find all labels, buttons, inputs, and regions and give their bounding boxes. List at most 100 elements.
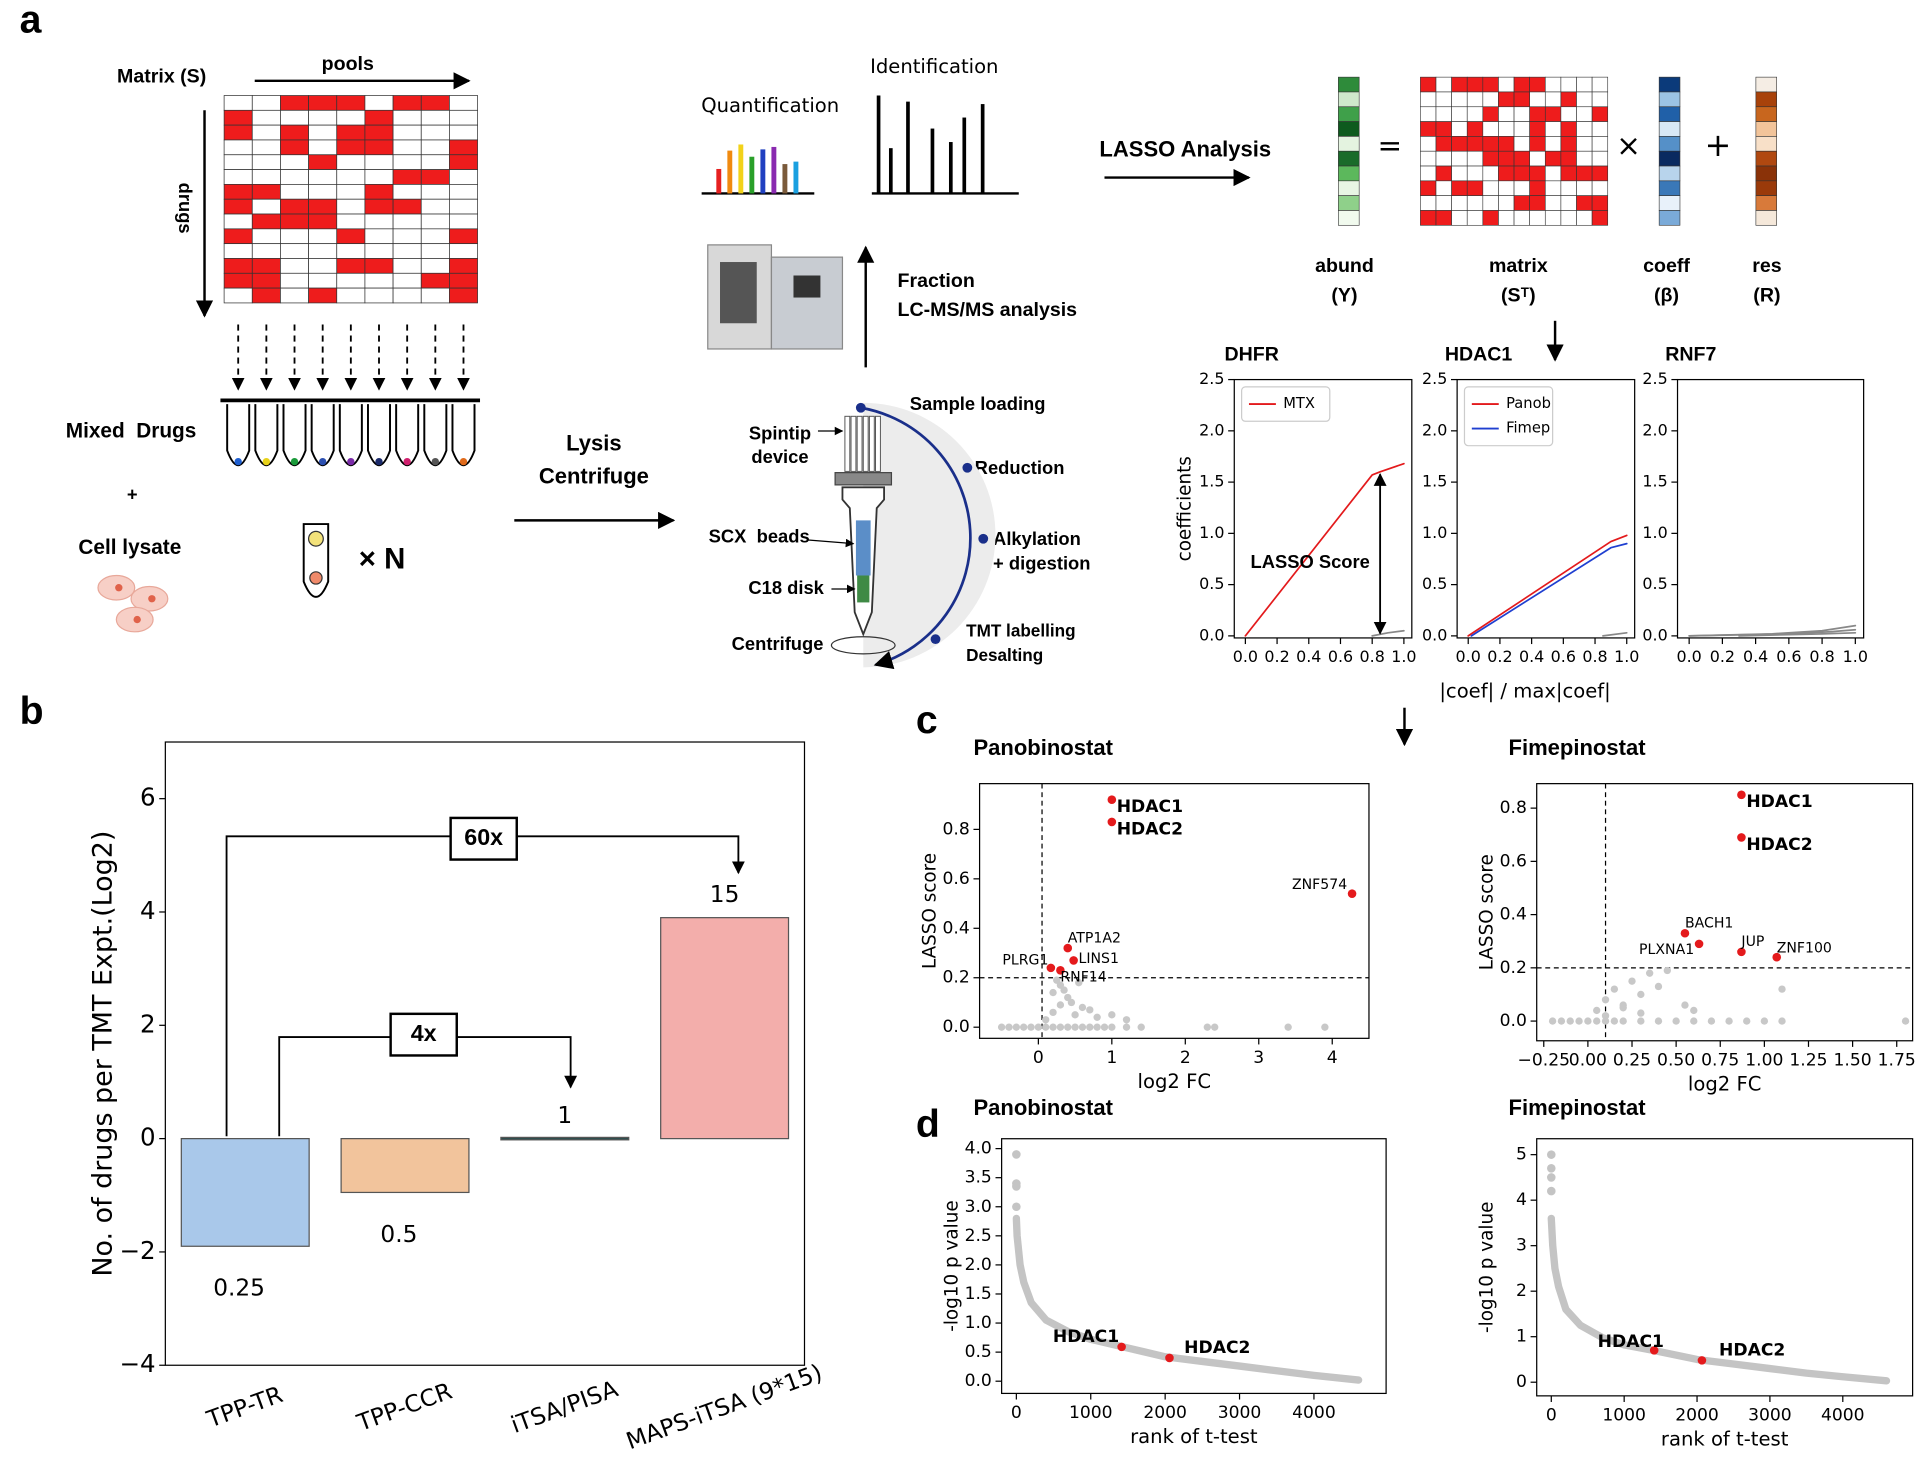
point-label: ZNF574: [1292, 877, 1347, 893]
workflow-dot: [855, 402, 866, 413]
point: [1737, 790, 1746, 800]
x-tick-label: 0.8: [1809, 647, 1834, 666]
panel-label: a: [20, 0, 43, 41]
matrix-cell: [364, 124, 394, 141]
vector-cell: [1658, 210, 1681, 226]
x-tick-label: 1.0: [1391, 647, 1416, 666]
matrix-cell: [1591, 76, 1609, 93]
matrix-cell: [1498, 195, 1515, 211]
matrix-cell: [280, 287, 309, 304]
vector-cell: [1338, 91, 1360, 108]
y-tick-label: 6: [140, 783, 156, 812]
matrix-cell: [1420, 165, 1437, 182]
tube: [226, 404, 251, 467]
matrix-cell: [1482, 180, 1499, 196]
vector-name: res: [1752, 255, 1782, 277]
spectrum-peak: [876, 95, 881, 194]
y-axis-label: -log10 p value: [942, 1200, 963, 1331]
point: [1778, 985, 1786, 993]
point: [1086, 1023, 1094, 1031]
point: [1672, 1017, 1680, 1025]
matrix-cell: [251, 184, 281, 200]
matrix-cell: [364, 287, 394, 304]
y-tick-label: 4: [140, 896, 156, 925]
point: [1108, 1023, 1116, 1031]
y-tick-label: 3: [1516, 1236, 1527, 1256]
point: [1654, 982, 1663, 991]
y-tick-label: 0.4: [943, 918, 970, 938]
matrix-cell: [1513, 76, 1530, 93]
tip-stripe: [862, 415, 869, 472]
matrix-cell: [1435, 165, 1452, 182]
matrix-cell: [1466, 195, 1484, 211]
matrix-cell: [449, 272, 478, 289]
drug-dot: [459, 457, 468, 466]
matrix-cell: [1544, 210, 1562, 226]
vector-cell: [1755, 195, 1778, 211]
point: [1601, 1012, 1610, 1020]
matrix-cell: [1435, 136, 1452, 152]
matrix-cell: [1482, 106, 1499, 122]
matrix-cell: [1466, 165, 1484, 182]
workflow-dot: [962, 462, 973, 473]
point: [1056, 1023, 1065, 1031]
chart-title: HDAC1: [1445, 343, 1513, 365]
matrix-cell: [364, 139, 394, 156]
matrix-cell: [1435, 150, 1452, 167]
matrix-cell: [1544, 91, 1562, 108]
matrix-cell: [251, 109, 281, 126]
vector-cell: [1658, 180, 1681, 196]
bar: [500, 1136, 630, 1141]
y-tick-label: 0: [140, 1123, 156, 1152]
device-label: device: [751, 446, 808, 467]
y-tick-label: 0.0: [1199, 625, 1224, 644]
matrix-cell: [364, 272, 394, 289]
x-axis-label: log2 FC: [1688, 1072, 1761, 1095]
matrix-cell: [1560, 106, 1577, 122]
matrix-cell: [392, 95, 422, 111]
y-tick-label: 2.5: [965, 1226, 992, 1246]
matrix-cell: [280, 243, 309, 259]
point-label: ATP1A2: [1068, 930, 1121, 946]
matrix-cell: [1420, 195, 1437, 211]
point: [1610, 985, 1619, 993]
matrix-cell: [1591, 150, 1609, 167]
y-tick-label: 1.5: [1422, 472, 1447, 491]
x-tick-label: 0.4: [1519, 647, 1544, 666]
matrix-cell: [336, 109, 366, 126]
point: [1049, 1008, 1057, 1017]
spectrum-bar: [749, 156, 755, 194]
point: [1654, 1017, 1663, 1025]
workflow-dot: [978, 533, 989, 544]
point: [1637, 1009, 1645, 1017]
series-line: [1371, 629, 1405, 637]
matrix-cell: [1466, 150, 1484, 167]
matrix-cell: [1451, 76, 1468, 93]
vector-cell: [1338, 106, 1360, 122]
point: [1628, 977, 1636, 985]
scx-label: SCX beads: [709, 525, 810, 546]
vector-symbol: (Y): [1331, 284, 1357, 306]
legend-label: Panob: [1506, 395, 1551, 412]
tube: [254, 404, 279, 467]
lcms-label: LC-MS/MS analysis: [898, 299, 1078, 321]
matrix-cell: [420, 139, 450, 156]
vector-cell: [1658, 76, 1681, 93]
tube: [451, 404, 476, 467]
matrix-cell: [449, 139, 478, 156]
matrix-cell: [1591, 121, 1609, 137]
matrix-cell: [1482, 91, 1499, 108]
matrix-cell: [1451, 195, 1468, 211]
matrix-cell: [223, 228, 253, 245]
x-tick-label: 3000: [1748, 1405, 1792, 1425]
workflow-arc: [860, 406, 972, 670]
x-tick-label: 0: [1033, 1048, 1044, 1068]
point: [1778, 1017, 1786, 1025]
x-tick-label: 0: [1011, 1403, 1022, 1423]
matrix-cell: [1576, 150, 1593, 167]
x-tick-label: 0.0: [1456, 647, 1481, 666]
point: [1575, 1017, 1583, 1025]
x-tick-label: 2000: [1143, 1403, 1187, 1423]
x-axis-label: rank of t-test: [1661, 1427, 1789, 1450]
matrix-cell: [1544, 136, 1562, 152]
